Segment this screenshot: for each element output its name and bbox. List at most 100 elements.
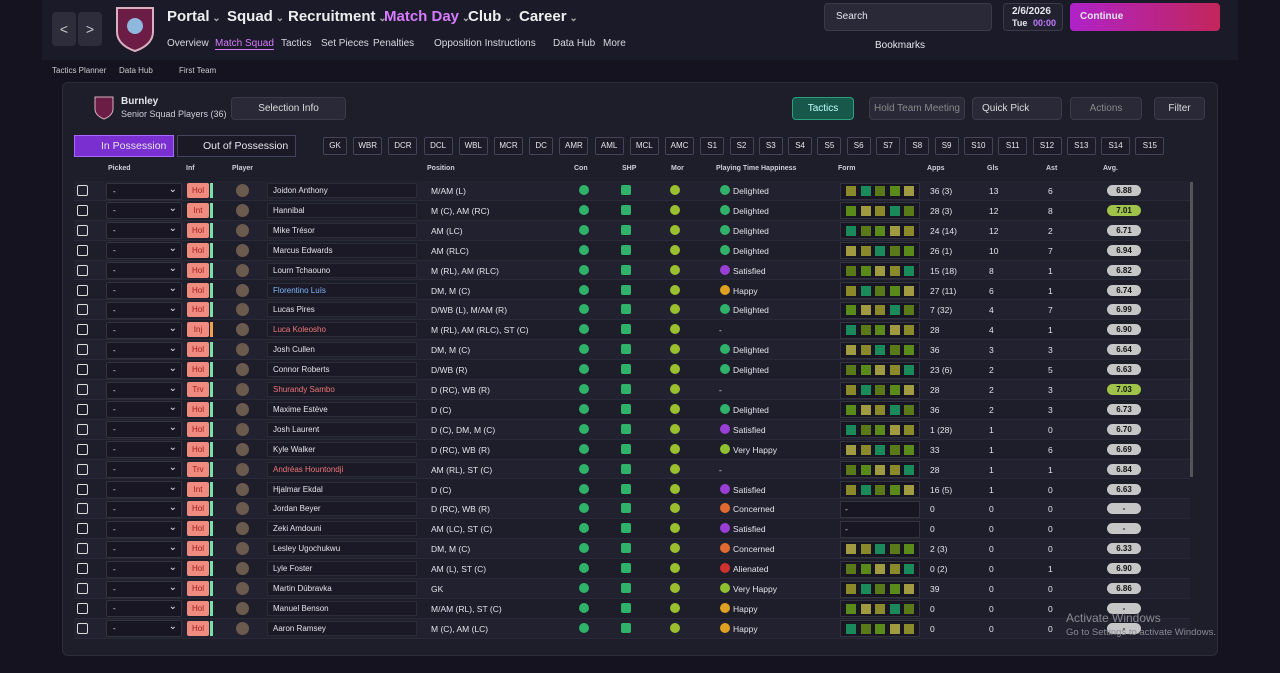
tab-out-of-possession[interactable]: Out of Possession (177, 135, 296, 157)
player-name[interactable]: Hannibal (267, 202, 417, 218)
player-name[interactable]: Aaron Ramsey (267, 620, 417, 636)
checkbox[interactable] (77, 503, 88, 515)
checkbox[interactable] (77, 602, 88, 614)
player-name[interactable]: Kyle Walker (267, 441, 417, 457)
player-name[interactable]: Josh Laurent (267, 421, 417, 437)
picked-select[interactable]: - (106, 620, 182, 638)
sub-nav-item[interactable]: Opposition Instructions (434, 38, 536, 49)
picked-select[interactable]: - (106, 600, 182, 618)
column-header[interactable]: Avg. (1103, 165, 1118, 172)
player-name[interactable]: Connor Roberts (267, 362, 417, 378)
column-header[interactable]: Playing Time Happiness (716, 165, 797, 172)
position-filter[interactable]: AMR (559, 137, 589, 155)
picked-select[interactable]: - (106, 441, 182, 459)
nav-item[interactable]: Recruitment (288, 8, 387, 25)
position-filter[interactable]: MCL (629, 137, 659, 155)
position-filter[interactable]: S5 (817, 137, 842, 155)
column-header[interactable]: Player (232, 165, 254, 172)
nav-item[interactable]: Career (519, 8, 578, 25)
picked-select[interactable]: - (106, 262, 182, 280)
checkbox[interactable] (77, 304, 88, 316)
position-filter[interactable]: S9 (934, 137, 959, 155)
tactics-button[interactable]: Tactics (792, 97, 854, 120)
checkbox[interactable] (77, 224, 88, 236)
sub-nav-item[interactable]: Tactics (281, 38, 312, 49)
checkbox[interactable] (77, 204, 88, 216)
checkbox[interactable] (77, 622, 88, 634)
player-name[interactable]: Andréas Hountondji (267, 461, 417, 477)
player-name[interactable]: Zeki Amdouni (267, 521, 417, 537)
position-filter[interactable]: S12 (1032, 137, 1062, 155)
picked-select[interactable]: - (106, 500, 182, 518)
checkbox[interactable] (77, 284, 88, 296)
picked-select[interactable]: - (106, 401, 182, 419)
picked-select[interactable]: - (106, 282, 182, 299)
player-name[interactable]: Luca Koleosho (267, 322, 417, 338)
picked-select[interactable]: - (106, 520, 182, 538)
checkbox[interactable] (77, 364, 88, 376)
checkbox[interactable] (77, 244, 88, 256)
player-name[interactable]: Lesley Ugochukwu (267, 541, 417, 557)
picked-select[interactable]: - (106, 540, 182, 558)
player-name[interactable]: Hjalmar Ekdal (267, 481, 417, 497)
nav-item[interactable]: Club (468, 8, 513, 25)
position-filter[interactable]: DCL (423, 137, 453, 155)
column-header[interactable]: SHP (622, 165, 637, 172)
picked-select[interactable]: - (106, 381, 182, 399)
player-name[interactable]: Maxime Estève (267, 401, 417, 417)
checkbox[interactable] (77, 423, 88, 435)
checkbox[interactable] (77, 384, 88, 395)
column-header[interactable]: Position (427, 165, 455, 172)
picked-select[interactable]: - (106, 321, 182, 339)
sub-nav-item[interactable]: Match Squad (215, 38, 274, 50)
player-name[interactable]: Martin Dúbravka (267, 581, 417, 596)
position-filter[interactable]: DCR (388, 137, 418, 155)
meeting-button[interactable]: Hold Team Meeting (869, 97, 965, 120)
position-filter[interactable]: S15 (1135, 137, 1165, 155)
picked-select[interactable]: - (106, 421, 182, 439)
checkbox[interactable] (77, 185, 88, 196)
position-filter[interactable]: S4 (788, 137, 813, 155)
position-filter[interactable]: WBR (353, 137, 383, 155)
sub-nav-item[interactable]: Data Hub (553, 38, 596, 49)
position-filter[interactable]: S8 (905, 137, 930, 155)
back-button[interactable]: < (52, 12, 76, 46)
picked-select[interactable]: - (106, 222, 182, 240)
forward-button[interactable]: > (78, 12, 102, 46)
picked-select[interactable]: - (106, 560, 182, 578)
picked-select[interactable]: - (106, 202, 182, 220)
player-name[interactable]: Manuel Benson (267, 600, 417, 616)
sub-nav-item[interactable]: More (603, 38, 626, 49)
checkbox[interactable] (77, 563, 88, 575)
player-name[interactable]: Lucas Pires (267, 302, 417, 318)
position-filter[interactable]: WBL (458, 137, 488, 155)
column-header[interactable]: Picked (108, 165, 131, 172)
nav-item[interactable]: Squad (227, 8, 284, 25)
position-filter[interactable]: S2 (729, 137, 754, 155)
picked-select[interactable]: - (106, 242, 182, 260)
position-filter[interactable]: DC (529, 137, 554, 155)
nav-item[interactable]: Portal (167, 8, 221, 25)
quick-pick[interactable]: Quick Pick (972, 97, 1062, 120)
position-filter[interactable]: AMC (665, 137, 694, 155)
player-name[interactable]: Jordan Beyer (267, 501, 417, 517)
sub-nav-item[interactable]: Penalties (373, 38, 415, 49)
position-filter[interactable]: S10 (963, 137, 993, 155)
player-name[interactable]: Lourn Tchaouno (267, 262, 417, 278)
picked-select[interactable]: - (106, 461, 182, 479)
breadcrumb-item[interactable]: Data Hub (119, 66, 153, 75)
player-name[interactable]: Shurandy Sambo (267, 382, 417, 397)
position-filter[interactable]: GK (323, 137, 347, 155)
checkbox[interactable] (77, 264, 88, 276)
picked-select[interactable]: - (106, 481, 182, 498)
position-filter[interactable]: MCR (494, 137, 523, 155)
checkbox[interactable] (77, 523, 88, 535)
player-name[interactable]: Mike Trésor (267, 222, 417, 238)
position-filter[interactable]: S14 (1101, 137, 1131, 155)
tab-in-possession[interactable]: In Possession (74, 135, 174, 157)
breadcrumb-item[interactable]: Tactics Planner (52, 66, 107, 75)
position-filter[interactable]: S3 (758, 137, 783, 155)
column-header[interactable]: Inf (186, 165, 195, 172)
picked-select[interactable]: - (106, 301, 182, 319)
checkbox[interactable] (77, 463, 88, 475)
